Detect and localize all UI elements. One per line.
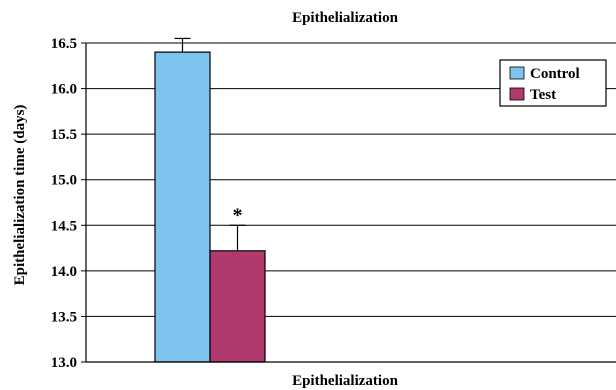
x-axis-label: Epithelialization bbox=[292, 373, 399, 389]
legend-swatch-control bbox=[509, 66, 525, 80]
legend: Control Test bbox=[499, 59, 607, 107]
chart-title: Epithelialization bbox=[292, 10, 399, 26]
y-tick-labels: 13.0 13.5 14.0 14.5 15.0 15.5 16.0 16.5 bbox=[51, 36, 86, 371]
legend-label-control: Control bbox=[530, 66, 580, 82]
y-tick-label: 14.5 bbox=[51, 218, 77, 234]
bar-control bbox=[154, 51, 211, 363]
bars bbox=[154, 51, 266, 363]
y-tick-label: 15.5 bbox=[51, 127, 77, 143]
error-bars: * bbox=[174, 37, 246, 251]
y-tick-label: 13.0 bbox=[51, 355, 77, 371]
legend-label-test: Test bbox=[530, 87, 556, 103]
significance-marker: * bbox=[233, 204, 243, 226]
y-tick-label: 15.0 bbox=[51, 173, 77, 189]
legend-swatch-test bbox=[509, 87, 525, 101]
bar-test bbox=[209, 250, 266, 363]
y-tick-label: 16.0 bbox=[51, 82, 77, 98]
y-tick-label: 14.0 bbox=[51, 264, 77, 280]
y-tick-label: 13.5 bbox=[51, 309, 77, 325]
y-tick-label: 16.5 bbox=[51, 36, 77, 52]
y-axis-label: Epithelialization time (days) bbox=[12, 105, 28, 286]
